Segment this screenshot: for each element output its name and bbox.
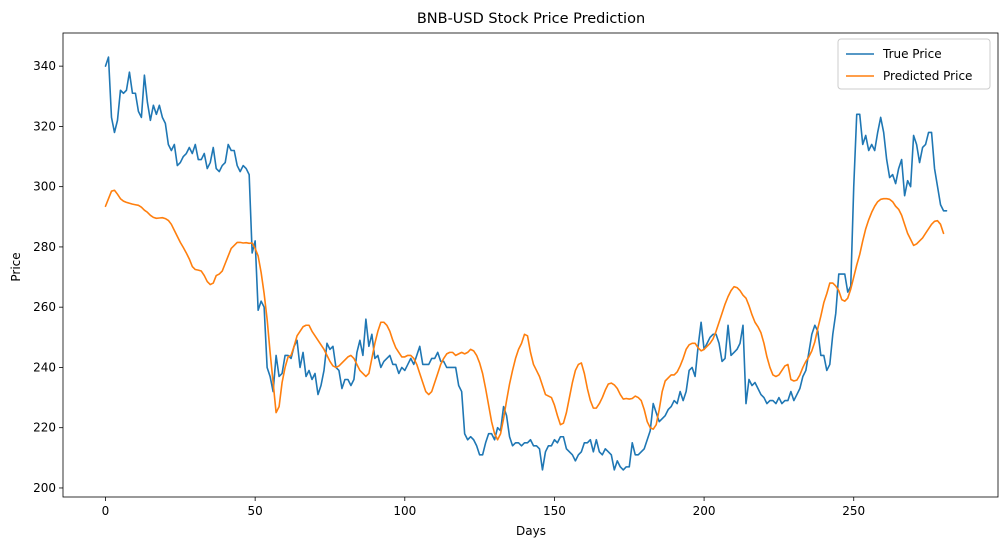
y-tick-label: 220 — [33, 421, 56, 435]
legend-label-0: True Price — [882, 47, 942, 61]
y-tick-label: 340 — [33, 59, 56, 73]
plot-area — [104, 56, 948, 471]
y-tick-label: 200 — [33, 481, 56, 495]
legend: True Price Predicted Price — [837, 38, 991, 90]
y-tick-label: 320 — [33, 119, 56, 133]
y-axis-ticks: 200 220 240 260 280 300 320 340 — [33, 59, 63, 495]
legend-box — [837, 38, 991, 90]
x-tick-label: 150 — [543, 504, 566, 518]
chart-title: BNB-USD Stock Price Prediction — [417, 11, 645, 27]
x-axis-label: Days — [516, 524, 546, 538]
series-line-0 — [104, 56, 948, 471]
series-line-1 — [104, 189, 945, 441]
y-tick-label: 300 — [33, 180, 56, 194]
y-tick-label: 260 — [33, 300, 56, 314]
y-axis-label: Price — [9, 252, 23, 281]
x-axis-ticks: 0 50 100 150 200 250 — [102, 497, 865, 518]
plot-frame — [62, 32, 999, 498]
x-tick-label: 250 — [842, 504, 865, 518]
legend-label-1: Predicted Price — [883, 69, 972, 83]
x-tick-label: 50 — [248, 504, 263, 518]
x-tick-label: 0 — [102, 504, 110, 518]
x-tick-label: 200 — [693, 504, 716, 518]
y-tick-label: 280 — [33, 240, 56, 254]
x-tick-label: 100 — [393, 504, 416, 518]
y-tick-label: 240 — [33, 360, 56, 374]
